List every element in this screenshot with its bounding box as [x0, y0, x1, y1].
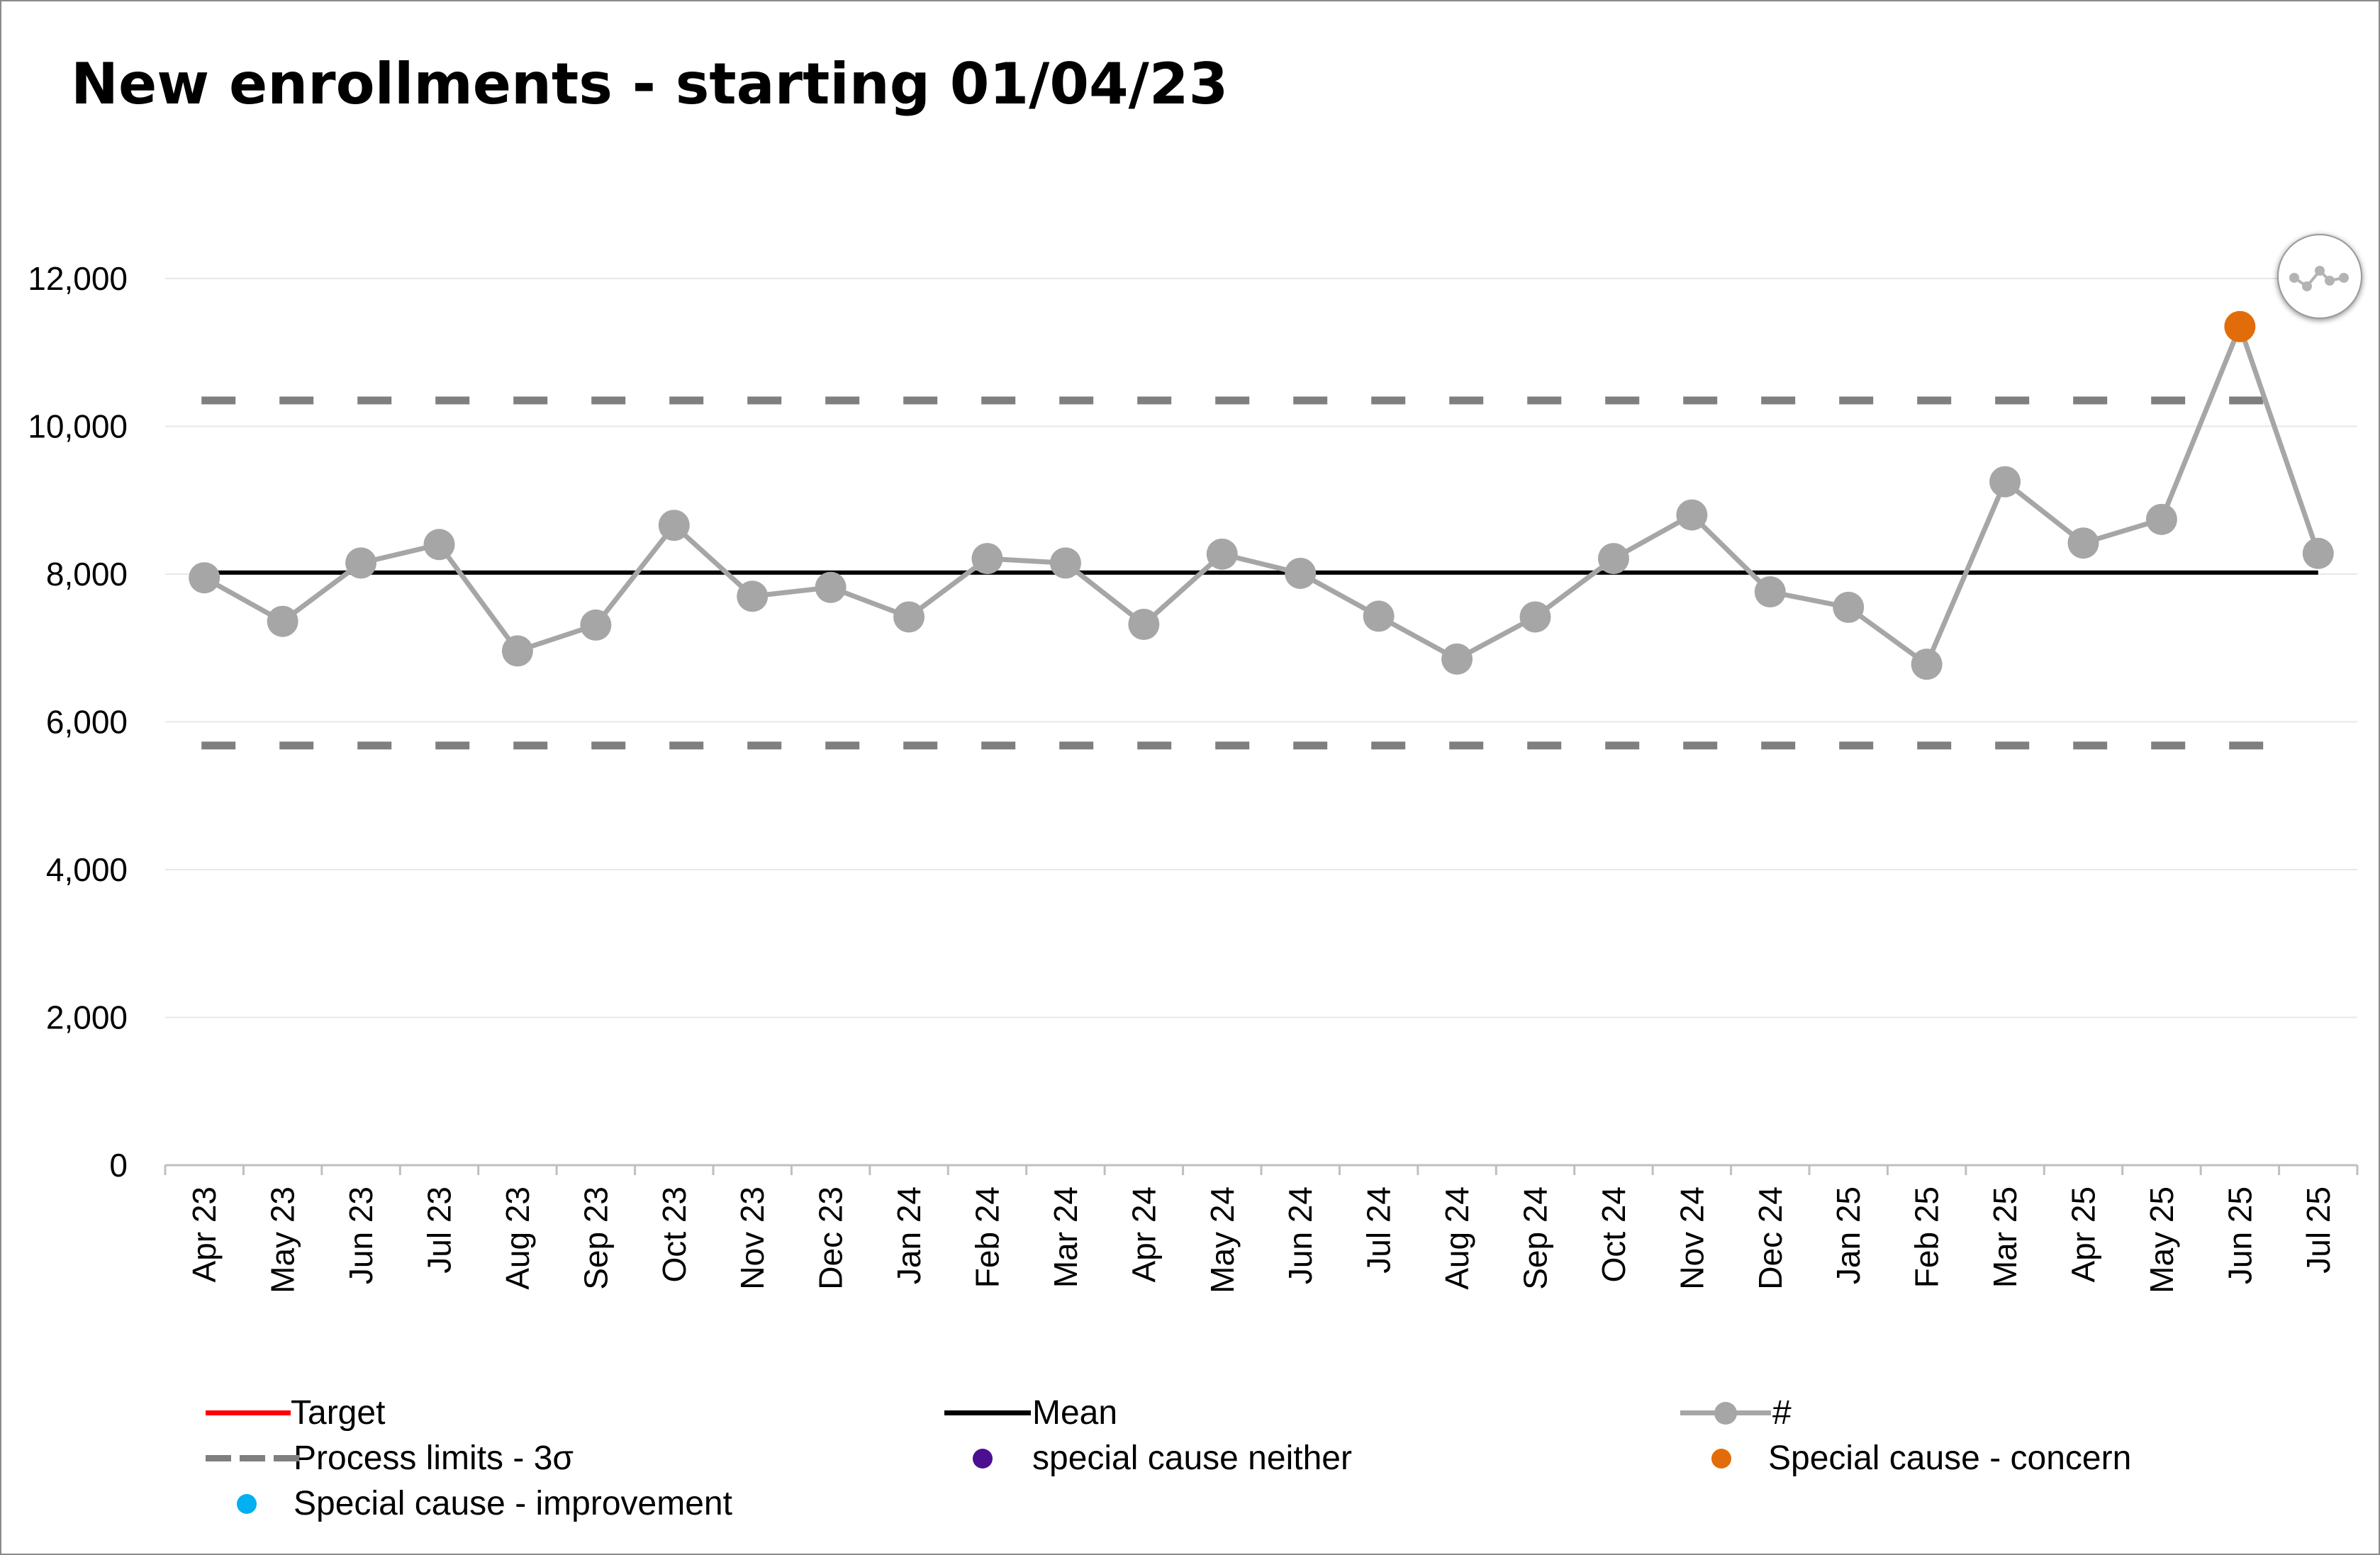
x-tick-label: Jul 25 — [2300, 1186, 2337, 1274]
x-tick-label: Apr 23 — [186, 1186, 223, 1283]
data-point — [1597, 543, 1629, 575]
x-tick-label: Feb 25 — [1909, 1186, 1945, 1288]
x-tick-label: Jan 24 — [890, 1186, 927, 1284]
data-point — [189, 562, 220, 594]
x-tick-label: May 24 — [1204, 1186, 1241, 1293]
data-point — [1128, 608, 1160, 640]
series-line — [203, 324, 2321, 667]
data-point — [1519, 601, 1551, 633]
y-tick-label: 12,000 — [28, 260, 128, 297]
data-point — [2302, 537, 2334, 569]
chart-title: New enrollments - starting 01/04/23 — [71, 51, 1229, 117]
x-tick-label: Dec 24 — [1752, 1186, 1789, 1290]
data-point — [1676, 499, 1708, 531]
data-point — [2067, 527, 2099, 559]
data-point — [501, 635, 533, 667]
x-tick-label: Jul 24 — [1361, 1186, 1397, 1274]
x-tick-label: Apr 25 — [2065, 1186, 2102, 1283]
data-point — [971, 543, 1003, 575]
data-point — [345, 547, 377, 579]
data-point — [1989, 466, 2021, 498]
x-tick-label: Apr 24 — [1125, 1186, 1162, 1283]
data-point — [1049, 547, 1081, 579]
x-tick-label: May 23 — [264, 1186, 301, 1293]
special-cause-concern-point — [2224, 310, 2256, 342]
x-tick-label: Jun 23 — [342, 1186, 379, 1284]
x-tick-label: Oct 23 — [656, 1186, 693, 1283]
x-tick-label: Sep 24 — [1517, 1186, 1554, 1290]
y-tick-label: 2,000 — [46, 999, 128, 1036]
x-tick-label: Jun 24 — [1282, 1186, 1319, 1284]
y-tick-label: 0 — [109, 1147, 128, 1184]
data-point — [2145, 503, 2177, 535]
y-tick-label: 6,000 — [46, 704, 128, 741]
x-tick-label: Aug 23 — [499, 1186, 536, 1290]
y-tick-label: 10,000 — [28, 408, 128, 445]
data-point — [423, 529, 455, 561]
x-tick-label: May 25 — [2143, 1186, 2180, 1293]
data-point — [1911, 649, 1943, 680]
data-point — [815, 571, 847, 603]
data-point — [1754, 576, 1786, 608]
data-point — [893, 601, 925, 633]
data-point — [1206, 538, 1238, 570]
x-tick-label: Dec 23 — [812, 1186, 849, 1290]
data-point — [1285, 557, 1317, 589]
x-tick-label: Mar 24 — [1047, 1186, 1084, 1288]
x-tick-label: Sep 23 — [577, 1186, 614, 1290]
data-point — [1441, 643, 1473, 675]
x-tick-label: Jul 23 — [421, 1186, 458, 1274]
data-point — [737, 580, 769, 612]
x-tick-label: Mar 25 — [1987, 1186, 2023, 1288]
y-tick-label: 8,000 — [46, 556, 128, 593]
x-tick-label: Jun 25 — [2221, 1186, 2258, 1284]
spc-icon[interactable] — [2277, 234, 2362, 319]
x-tick-label: Oct 24 — [1595, 1186, 1632, 1283]
data-point — [580, 609, 612, 641]
data-point — [267, 605, 298, 637]
y-tick-label: 4,000 — [46, 851, 128, 888]
data-point — [1363, 600, 1395, 632]
x-tick-label: Feb 24 — [969, 1186, 1006, 1288]
x-tick-label: Aug 24 — [1438, 1186, 1475, 1290]
data-point — [1833, 591, 1865, 623]
x-tick-label: Jan 25 — [1830, 1186, 1867, 1284]
data-point — [658, 510, 690, 541]
x-tick-label: Nov 23 — [734, 1186, 771, 1290]
x-tick-label: Nov 24 — [1673, 1186, 1710, 1290]
